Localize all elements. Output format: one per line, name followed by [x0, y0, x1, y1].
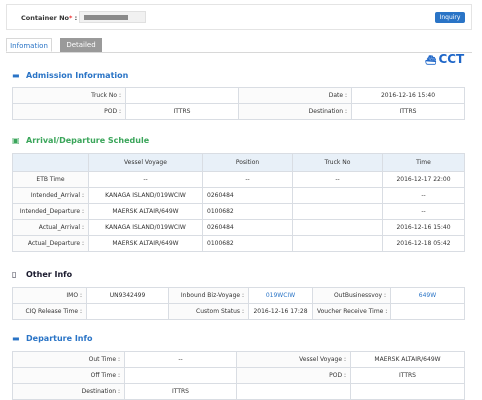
table-cell: MAERSK ALTAIR/649W [88, 203, 203, 220]
table-cell: KANAGA ISLAND/019WCIW [88, 187, 203, 204]
row-label: ETB Time [12, 171, 89, 188]
truck-no-value [125, 87, 239, 104]
destination-value: ITTRS [351, 103, 465, 120]
tab-infomation[interactable]: Infomation [6, 38, 52, 52]
tab-detailed[interactable]: Detailed [60, 38, 102, 52]
ship-icon: ⛴ [425, 56, 437, 66]
off-time-value [124, 367, 237, 384]
search-bar: Container No* : Inquiry [6, 4, 472, 30]
column-header: Vessel Voyage [88, 153, 203, 172]
truck-icon: ▬ [12, 71, 20, 80]
container-no-input[interactable] [79, 11, 146, 23]
destination-label: Destination : [238, 103, 352, 120]
empty-cell [350, 383, 465, 400]
pod-value: ITTRS [125, 103, 239, 120]
table-cell [292, 235, 383, 252]
date-label: Date : [238, 87, 352, 104]
table-cell: 0260484 [202, 219, 293, 236]
out-business-voyage-link[interactable]: 649W [390, 287, 465, 304]
table-row: Intended_Arrival : KANAGA ISLAND/019WCIW… [12, 187, 465, 204]
other-info-table: IMO : UN9342499 Inbound Biz-Voyage : 019… [12, 287, 465, 320]
table-cell [292, 219, 383, 236]
empty-cell [236, 383, 351, 400]
inquiry-button[interactable]: Inquiry [435, 12, 465, 23]
destination-label: Destination : [12, 383, 125, 400]
table-cell: 0100682 [202, 235, 293, 252]
tab-bar: Infomation Detailed [6, 38, 472, 53]
ciq-release-value [86, 303, 169, 320]
vessel-voyage-label: Vessel Voyage : [236, 351, 351, 368]
imo-label: IMO : [12, 287, 87, 304]
table-row: Actual_Departure : MAERSK ALTAIR/649W 01… [12, 235, 465, 252]
date-value: 2016-12-16 15:40 [351, 87, 465, 104]
vessel-voyage-value: MAERSK ALTAIR/649W [350, 351, 465, 368]
container-no-label: Container No* : [21, 14, 78, 22]
table-row: Actual_Arrival : KANAGA ISLAND/019WCIW 0… [12, 219, 465, 236]
custom-status-label: Custom Status : [168, 303, 249, 320]
truck-icon: ▬ [12, 334, 20, 343]
admission-section-title: ▬ Admission Information [12, 71, 129, 80]
destination-value: ITTRS [124, 383, 237, 400]
pod-label: POD : [12, 103, 126, 120]
column-header: Position [202, 153, 293, 172]
out-time-value: -- [124, 351, 237, 368]
table-cell: 2016-12-17 22:00 [382, 171, 465, 188]
table-cell: -- [202, 171, 293, 188]
departure-table: Out Time : -- Vessel Voyage : MAERSK ALT… [12, 351, 465, 400]
table-cell: -- [382, 187, 465, 204]
table-cell [292, 203, 383, 220]
pod-value: ITTRS [350, 367, 465, 384]
imo-value: UN9342499 [86, 287, 169, 304]
cct-logo: ⛴ CCT [425, 52, 465, 66]
voucher-receive-label: Voucher Receive Time : [312, 303, 391, 320]
book-icon: ▯ [12, 270, 17, 279]
schedule-table: Vessel Voyage Position Truck No Time ETB… [12, 153, 465, 252]
schedule-section-title: ▣ Arrival/Departure Schedule [12, 136, 150, 145]
pod-label: POD : [236, 367, 351, 384]
row-label: Intended_Arrival : [12, 187, 89, 204]
custom-status-value: 2016-12-16 17:28 [248, 303, 313, 320]
table-cell: 2016-12-18 05:42 [382, 235, 465, 252]
voucher-receive-value [390, 303, 465, 320]
table-cell: 0260484 [202, 187, 293, 204]
inbound-voyage-link[interactable]: 019WCIW [248, 287, 313, 304]
departure-section-title: ▬ Departure Info [12, 334, 93, 343]
table-cell: 2016-12-16 15:40 [382, 219, 465, 236]
column-header: Truck No [292, 153, 383, 172]
truck-no-label: Truck No : [12, 87, 126, 104]
table-cell: -- [292, 171, 383, 188]
table-cell: KANAGA ISLAND/019WCIW [88, 219, 203, 236]
row-label: Actual_Arrival : [12, 219, 89, 236]
table-cell: -- [88, 171, 203, 188]
other-info-section-title: ▯ Other Info [12, 270, 73, 279]
table-row: IMO : UN9342499 Inbound Biz-Voyage : 019… [12, 287, 465, 304]
admission-table: Truck No : Date : 2016-12-16 15:40 POD :… [12, 87, 465, 120]
off-time-label: Off Time : [12, 367, 125, 384]
table-row: Off Time : POD : ITTRS [12, 367, 465, 384]
table-row: ETB Time -- -- -- 2016-12-17 22:00 [12, 171, 465, 188]
table-row: Out Time : -- Vessel Voyage : MAERSK ALT… [12, 351, 465, 368]
out-business-voyage-label: OutBusinessvoy : [312, 287, 391, 304]
ciq-release-label: CIQ Release Time : [12, 303, 87, 320]
table-row: Truck No : Date : 2016-12-16 15:40 [12, 87, 465, 104]
row-label: Intended_Departure : [12, 203, 89, 220]
column-header [12, 153, 89, 172]
table-row: Destination : ITTRS [12, 383, 465, 400]
table-cell [292, 187, 383, 204]
table-header-row: Vessel Voyage Position Truck No Time [12, 153, 465, 172]
table-cell: 0100682 [202, 203, 293, 220]
row-label: Actual_Departure : [12, 235, 89, 252]
table-cell: -- [382, 203, 465, 220]
clipboard-icon: ▣ [12, 136, 20, 145]
out-time-label: Out Time : [12, 351, 125, 368]
table-row: POD : ITTRS Destination : ITTRS [12, 103, 465, 120]
column-header: Time [382, 153, 465, 172]
table-row: Intended_Departure : MAERSK ALTAIR/649W … [12, 203, 465, 220]
inbound-voyage-label: Inbound Biz-Voyage : [168, 287, 249, 304]
table-row: CIQ Release Time : Custom Status : 2016-… [12, 303, 465, 320]
obscured-value [84, 15, 128, 20]
table-cell: MAERSK ALTAIR/649W [88, 235, 203, 252]
